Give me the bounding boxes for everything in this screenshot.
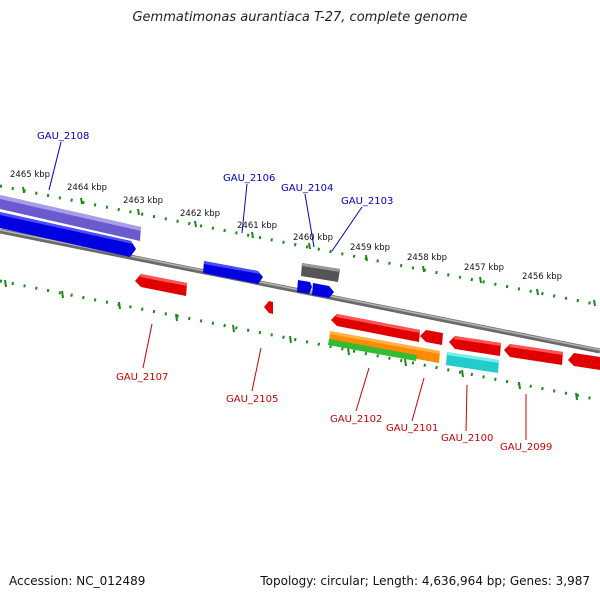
gene-feature-green	[328, 339, 417, 361]
label-leader-line	[142, 323, 153, 369]
lower-scale-ruler	[0, 279, 600, 402]
lower-major-tick	[61, 290, 64, 299]
lower-major-tick	[518, 381, 521, 390]
gene-label-reverse: GAU_2100	[441, 433, 493, 444]
scale-label: 2462 kbp	[180, 209, 220, 219]
upper-major-tick	[194, 220, 197, 228]
gene-feature-forward	[0, 212, 136, 257]
gene-label-reverse: GAU_2101	[386, 423, 438, 434]
label-leader-line	[355, 367, 370, 412]
rna-feature-highlight	[302, 263, 340, 272]
label-leader-line	[304, 193, 315, 248]
forward-gene-labels: GAU_2108 GAU_2106 GAU_2104 GAU_2103	[37, 131, 393, 207]
lower-major-tick	[232, 324, 235, 333]
lower-major-tick	[347, 347, 350, 356]
gene-feature-reverse	[331, 314, 420, 342]
gene-label-reverse: GAU_2105	[226, 394, 278, 405]
forward-strand-features	[0, 195, 340, 298]
gene-label-forward: GAU_2106	[223, 173, 275, 184]
gene-feature-reverse	[504, 344, 563, 365]
gene-label-reverse: GAU_2107	[116, 372, 168, 383]
gene-feature-cyan	[446, 352, 499, 373]
lower-major-tick	[404, 358, 407, 367]
label-leader-line	[48, 141, 62, 191]
upper-major-ticks	[22, 186, 596, 307]
accession-text: Accession: NC_012489	[9, 574, 146, 588]
gene-feature-cyan-highlight	[447, 352, 499, 363]
gene-feature-reverse-highlight	[509, 344, 563, 355]
map-title: Gemmatimonas aurantiaca T-27, complete g…	[132, 10, 468, 25]
gene-label-forward: GAU_2108	[37, 131, 89, 142]
gene-feature-reverse	[568, 353, 600, 370]
lower-scale-dotted-line	[0, 279, 600, 402]
topology-text: Topology: circular; Length: 4,636,964 bp…	[260, 574, 590, 588]
gene-feature-forward-highlight	[0, 212, 133, 244]
forward-label-leaders	[48, 141, 363, 252]
gene-feature-reverse-highlight	[140, 274, 187, 286]
scale-label: 2463 kbp	[123, 196, 163, 206]
scale-labels: 2465 kbp 2464 kbp 2463 kbp 2462 kbp 2461…	[10, 170, 562, 282]
lower-major-tick	[118, 301, 121, 310]
scale-label: 2458 kbp	[407, 253, 447, 263]
gene-feature-forward	[312, 283, 334, 298]
gene-feature-reverse	[135, 274, 187, 296]
gene-feature-orange-highlight	[330, 331, 440, 354]
scale-label: 2459 kbp	[350, 243, 390, 253]
upper-scale-ruler	[0, 184, 600, 307]
reverse-gene-labels: GAU_2107 GAU_2105 GAU_2102 GAU_2101 GAU_…	[116, 372, 552, 453]
gene-feature-forward-highlight	[204, 261, 260, 274]
reverse-strand-features	[135, 274, 600, 373]
scale-label: 2460 kbp	[293, 233, 333, 243]
gene-feature-reverse-highlight	[336, 314, 420, 333]
lower-major-ticks	[4, 279, 578, 401]
lower-major-tick	[289, 335, 292, 344]
scale-label: 2457 kbp	[464, 263, 504, 273]
scale-label: 2461 kbp	[237, 221, 277, 231]
upper-major-tick	[80, 197, 83, 205]
gene-feature-reverse	[420, 330, 443, 345]
gene-label-forward: GAU_2104	[281, 183, 333, 194]
gene-label-reverse: GAU_2102	[330, 414, 382, 425]
gene-feature-reverse	[449, 336, 501, 356]
reverse-label-leaders	[142, 323, 527, 440]
upper-major-tick	[479, 276, 482, 284]
label-leader-line	[241, 183, 248, 234]
lower-major-tick	[461, 369, 464, 378]
upper-major-tick	[365, 254, 368, 262]
label-leader-line	[331, 206, 363, 252]
upper-major-tick	[308, 242, 311, 250]
gene-feature-reverse	[264, 301, 273, 314]
gene-feature-forward	[203, 261, 263, 284]
gene-feature-reverse-highlight	[454, 336, 501, 346]
gene-label-forward: GAU_2103	[341, 196, 393, 207]
scale-label: 2465 kbp	[10, 170, 50, 180]
upper-major-tick	[137, 208, 140, 216]
label-leader-line	[465, 384, 468, 432]
gene-label-reverse: GAU_2099	[500, 442, 552, 453]
scale-label: 2456 kbp	[522, 272, 562, 282]
upper-major-tick	[536, 288, 539, 296]
gene-feature-purple-highlight	[0, 195, 141, 231]
lower-major-tick	[175, 313, 178, 322]
lower-major-tick	[575, 392, 578, 401]
scale-label: 2464 kbp	[67, 183, 107, 193]
upper-major-tick	[422, 265, 425, 273]
label-leader-line	[411, 377, 425, 422]
lower-major-tick	[4, 279, 7, 288]
upper-major-tick	[251, 231, 254, 239]
gene-feature-forward	[297, 280, 312, 294]
upper-major-tick	[593, 299, 596, 307]
upper-major-tick	[22, 186, 25, 194]
label-leader-line	[251, 347, 262, 392]
